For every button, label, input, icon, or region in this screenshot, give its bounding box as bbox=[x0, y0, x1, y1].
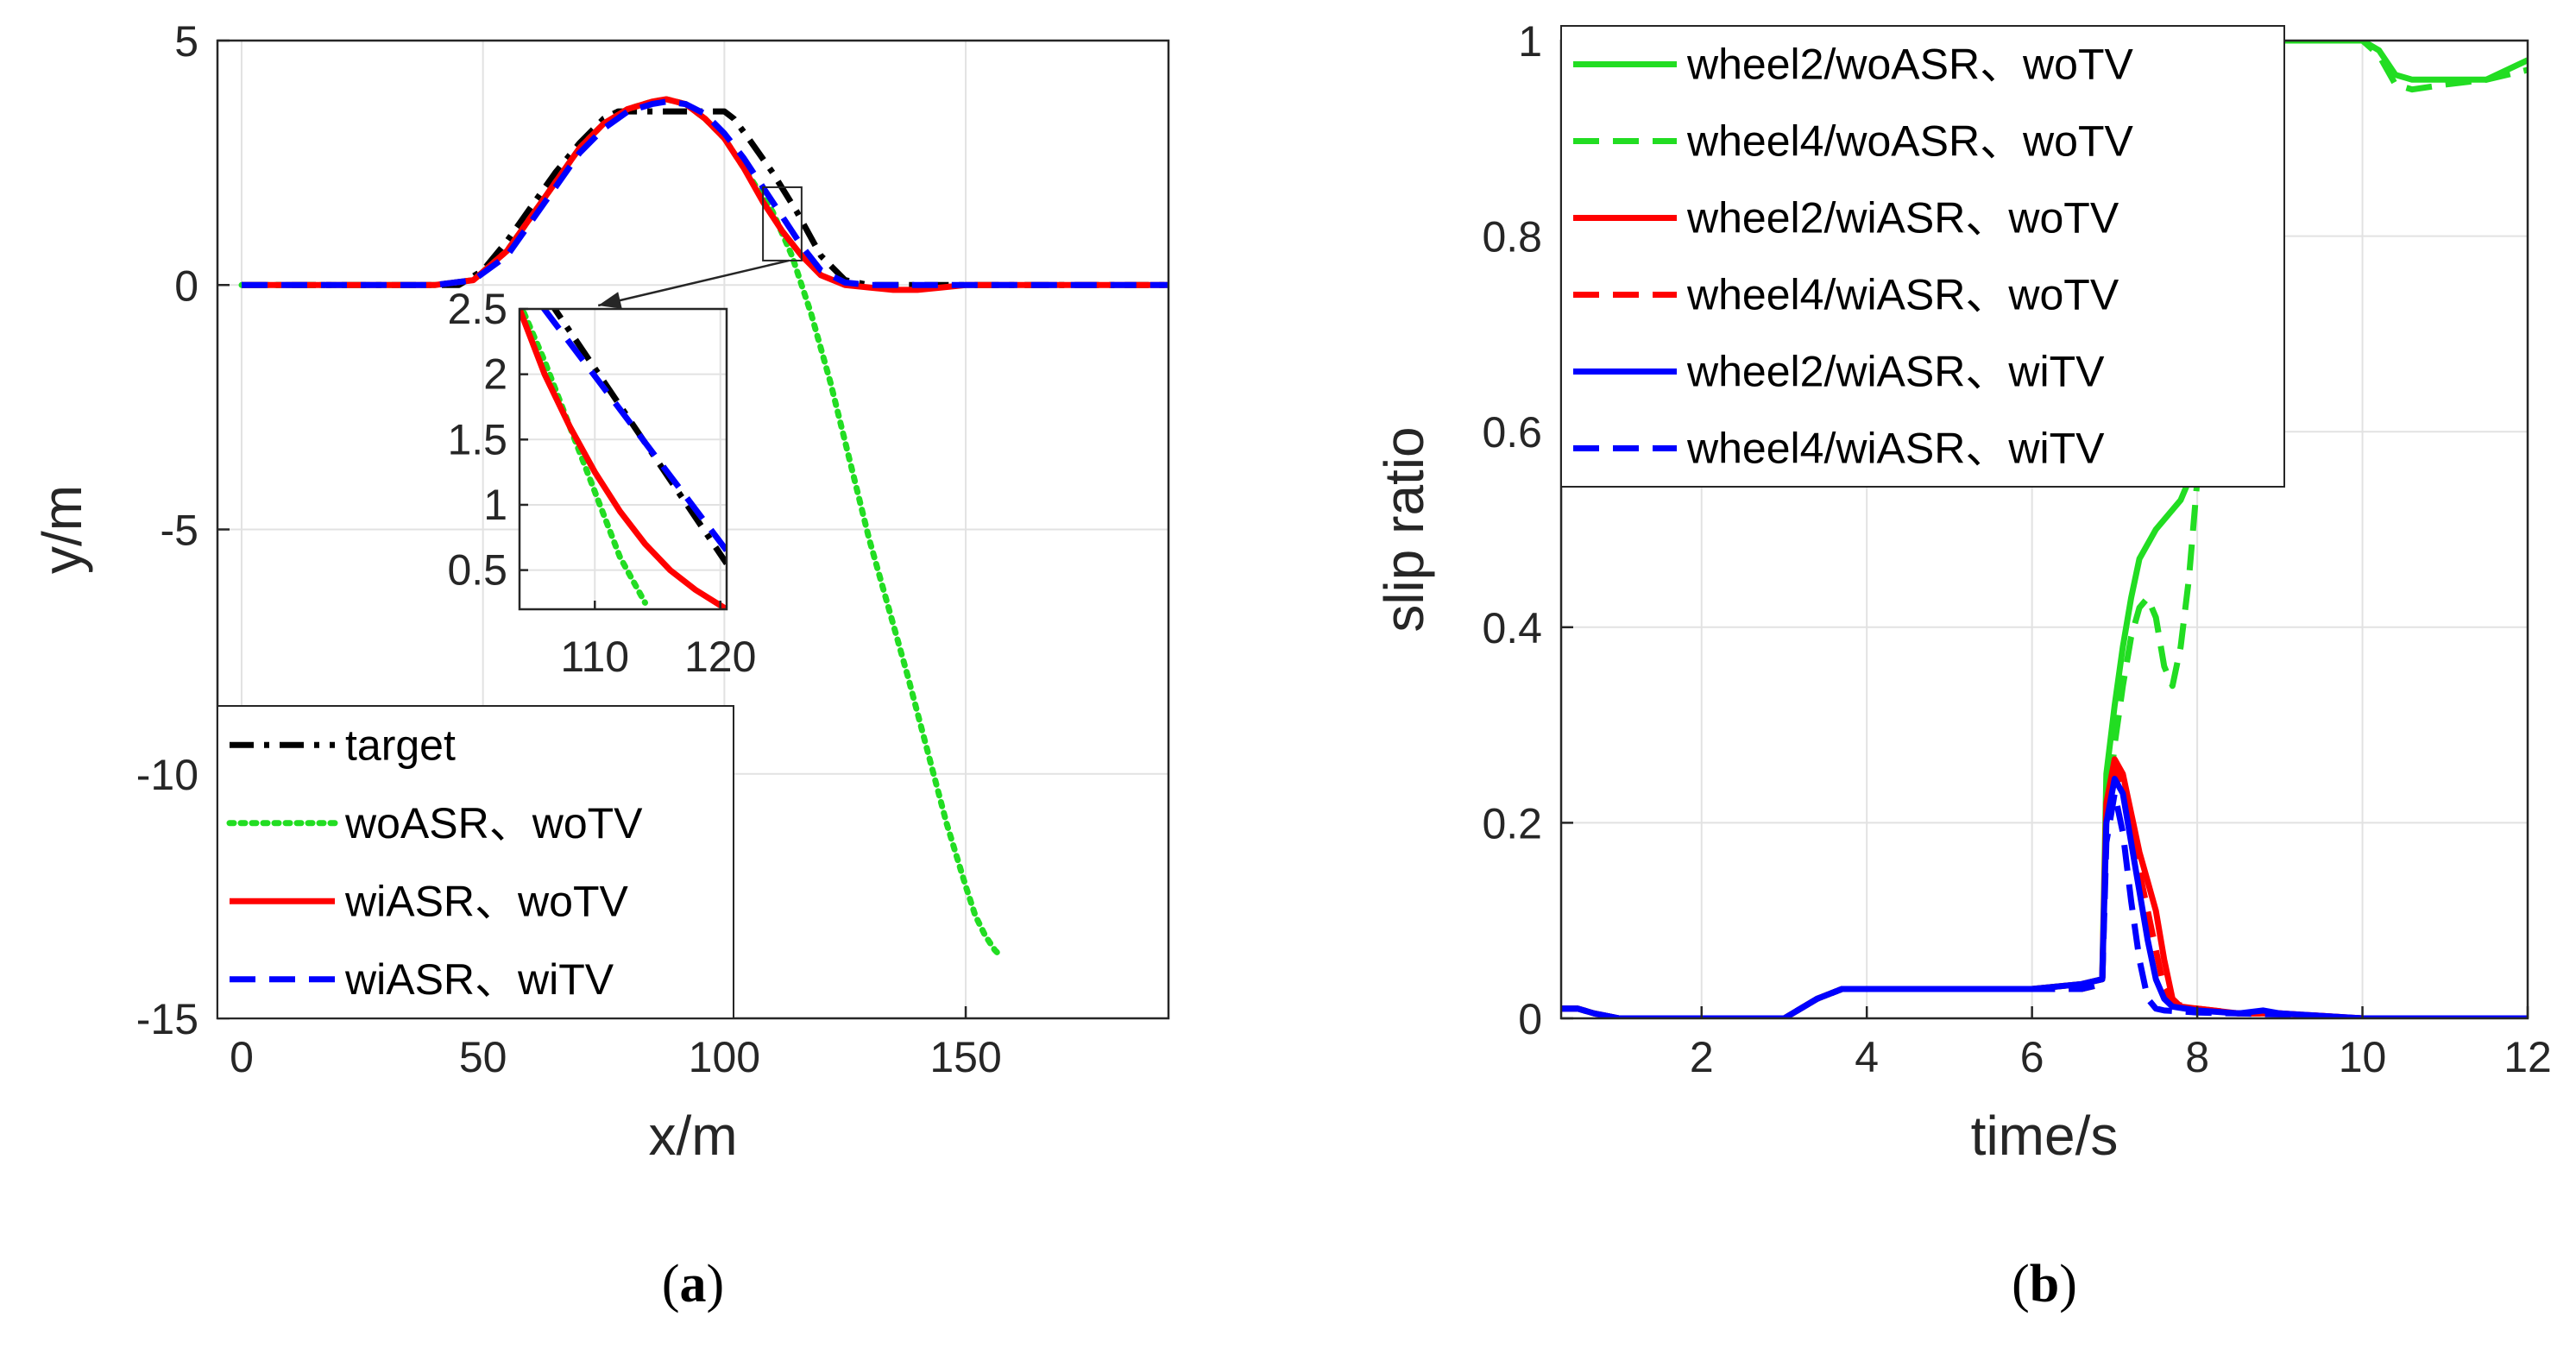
legend-label-3: wheel4/wiASR、woTV bbox=[1686, 271, 2119, 319]
x-tick-label: 2 bbox=[1690, 1033, 1714, 1081]
x-tick-label: 12 bbox=[2504, 1033, 2552, 1081]
zoom-inset: 110 120 2.5 2 1.5 1 0.5 bbox=[447, 285, 756, 681]
series-line-5 bbox=[1561, 790, 2528, 1018]
series-group bbox=[238, 96, 1168, 958]
legend-label-1: woASR、woTV bbox=[344, 799, 643, 847]
legend-box bbox=[217, 705, 734, 1019]
x-tick-label: 100 bbox=[689, 1033, 760, 1081]
legend-label-3: wiASR、wiTV bbox=[344, 955, 614, 1004]
legend-label-2: wiASR、woTV bbox=[344, 877, 628, 925]
x-tick-label: 0 bbox=[230, 1033, 254, 1081]
x-axis-label: time/s bbox=[1971, 1105, 2119, 1167]
y-axis-label: y/m bbox=[31, 485, 93, 574]
panel-b: 2 4 6 8 10 12 1 0.8 0.6 0.4 0.2 0 time/s slip ratio (b… bbox=[1373, 17, 2552, 1313]
legend-label-0: wheel2/woASR、woTV bbox=[1686, 41, 2134, 89]
caption-letter: a bbox=[680, 1255, 707, 1313]
y-tick-label: -5 bbox=[161, 507, 198, 555]
inset-y-tick-label: 2 bbox=[483, 350, 507, 399]
inset-y-tick-label: 0.5 bbox=[447, 546, 507, 595]
inset-y-tick-label: 1.5 bbox=[447, 415, 507, 463]
y-tick-label: -15 bbox=[136, 995, 198, 1043]
series-group bbox=[1561, 41, 2528, 1018]
zoom-arrow-head bbox=[598, 292, 622, 309]
legend-label-0: target bbox=[345, 721, 456, 769]
inset-series-line-3 bbox=[540, 309, 727, 553]
inset-x-tick-label: 110 bbox=[560, 633, 629, 681]
x-tick-label: 6 bbox=[2020, 1033, 2044, 1081]
legend-label-4: wheel2/wiASR、wiTV bbox=[1686, 348, 2105, 396]
x-tick-label: 8 bbox=[2185, 1033, 2209, 1081]
inset-x-tick-label: 120 bbox=[684, 633, 756, 681]
y-tick-label: 1 bbox=[1518, 17, 1542, 66]
x-tick-label: 150 bbox=[929, 1033, 1001, 1081]
legend-box bbox=[1560, 25, 2285, 488]
zoom-region-box bbox=[762, 186, 803, 261]
inset-series-group bbox=[520, 309, 727, 609]
y-tick-label: 0.6 bbox=[1482, 408, 1542, 457]
y-axis-label: slip ratio bbox=[1373, 426, 1435, 632]
inset-frame bbox=[518, 307, 728, 611]
inset-series-line-1 bbox=[520, 309, 648, 606]
panel-caption: (b) bbox=[2012, 1255, 2077, 1313]
y-tick-label: 0.2 bbox=[1482, 799, 1542, 847]
panel-caption: (a) bbox=[662, 1255, 724, 1313]
series-line-0 bbox=[242, 108, 1168, 288]
series-line-3 bbox=[242, 98, 1168, 288]
y-tick-label: 0.4 bbox=[1482, 604, 1542, 652]
legend-label-2: wheel2/wiASR、woTV bbox=[1686, 194, 2119, 243]
legend-label-5: wheel4/wiASR、wiTV bbox=[1686, 425, 2105, 473]
series-line-2 bbox=[242, 96, 1168, 293]
x-tick-label: 4 bbox=[1855, 1033, 1879, 1081]
y-tick-label: 0 bbox=[1518, 995, 1542, 1043]
inset-y-tick-label: 1 bbox=[483, 481, 507, 529]
zoom-arrow-shaft bbox=[597, 259, 790, 307]
inset-series-line-2 bbox=[520, 309, 727, 609]
y-tick-label: 0 bbox=[174, 261, 198, 310]
x-tick-label: 10 bbox=[2339, 1033, 2387, 1081]
x-axis-label: x/m bbox=[648, 1105, 737, 1167]
series-line-4 bbox=[1561, 775, 2528, 1018]
y-tick-label: 0.8 bbox=[1482, 213, 1542, 261]
y-tick-label: 5 bbox=[174, 17, 198, 66]
inset-y-tick-label: 2.5 bbox=[447, 285, 507, 333]
inset-plot-area bbox=[520, 309, 727, 609]
caption-letter: b bbox=[2030, 1255, 2059, 1313]
y-tick-label: -10 bbox=[136, 751, 198, 799]
legend-label-1: wheel4/woASR、woTV bbox=[1686, 117, 2134, 166]
x-tick-label: 50 bbox=[459, 1033, 507, 1081]
